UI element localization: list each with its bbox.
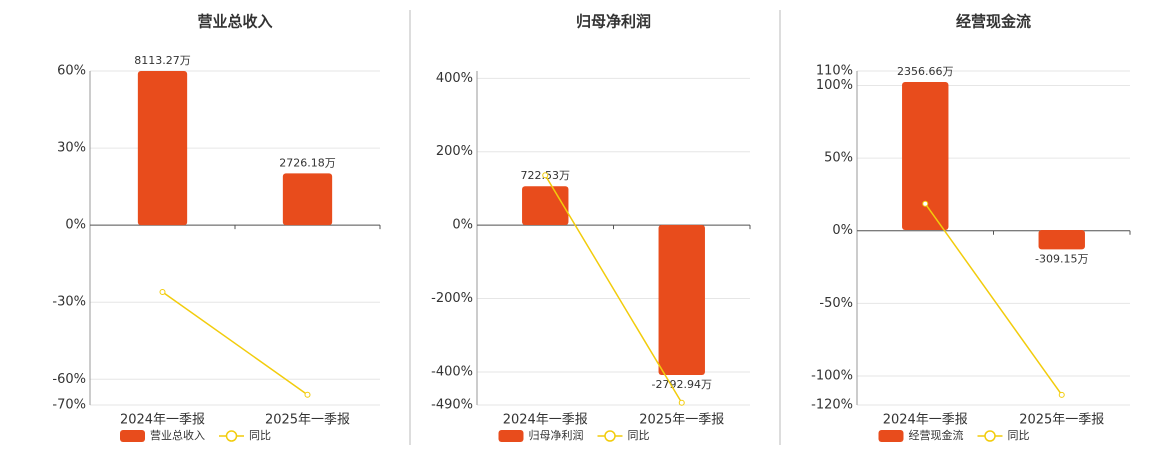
line bbox=[544, 174, 683, 404]
y-tick-label: 0% bbox=[832, 223, 853, 238]
chart-title: 营业总收入 bbox=[197, 13, 272, 31]
y-tick-label: -490% bbox=[431, 398, 473, 413]
x-tick-label: 2024年一季报 bbox=[883, 413, 968, 428]
line bbox=[162, 291, 308, 396]
x-tick-label: 2025年一季报 bbox=[639, 413, 724, 428]
line bbox=[924, 203, 1063, 396]
y-tick-label: 100% bbox=[816, 78, 853, 93]
line-point bbox=[542, 172, 549, 179]
x-tick-label: 2025年一季报 bbox=[265, 413, 350, 428]
y-tick-label: 200% bbox=[436, 144, 473, 159]
bar bbox=[137, 71, 188, 226]
y-tick-label: 50% bbox=[824, 151, 853, 166]
line-point bbox=[304, 391, 311, 398]
y-tick-label: -30% bbox=[52, 295, 86, 310]
y-tick-label: 60% bbox=[57, 64, 86, 79]
bar bbox=[282, 173, 333, 226]
y-tick-label: -70% bbox=[52, 398, 86, 413]
chart-title: 归母净利润 bbox=[576, 13, 651, 31]
value-label: 2726.18万 bbox=[279, 156, 336, 169]
x-tick-label: 2025年一季报 bbox=[1019, 413, 1104, 428]
legend-label: 同比 bbox=[628, 429, 650, 442]
legend-swatch bbox=[984, 430, 996, 442]
legend-swatch bbox=[498, 430, 524, 442]
y-tick-label: -200% bbox=[431, 291, 473, 306]
value-label: -2792.94万 bbox=[652, 378, 712, 391]
value-label: 2356.66万 bbox=[897, 65, 954, 78]
bar bbox=[902, 82, 949, 230]
legend-swatch bbox=[604, 430, 616, 442]
legend-label: 同比 bbox=[249, 429, 271, 442]
value-label: -309.15万 bbox=[1035, 252, 1088, 265]
bar bbox=[658, 225, 705, 376]
y-tick-label: 30% bbox=[57, 141, 86, 156]
legend-swatch bbox=[120, 430, 145, 442]
y-tick-label: -60% bbox=[52, 372, 86, 387]
legend-label: 归母净利润 bbox=[529, 428, 584, 442]
chart-title: 经营现金流 bbox=[956, 13, 1031, 31]
value-label: 8113.27万 bbox=[134, 54, 191, 67]
y-tick-label: 0% bbox=[452, 218, 473, 233]
y-tick-label: -400% bbox=[431, 364, 473, 379]
legend-label: 同比 bbox=[1008, 429, 1030, 442]
x-tick-label: 2024年一季报 bbox=[120, 413, 205, 428]
line-point bbox=[1058, 391, 1065, 398]
legend-swatch bbox=[225, 430, 238, 442]
line-point bbox=[159, 288, 166, 295]
x-tick-label: 2024年一季报 bbox=[503, 413, 588, 428]
y-tick-label: 110% bbox=[816, 64, 853, 79]
legend-label: 经营现金流 bbox=[909, 428, 964, 442]
y-tick-label: 400% bbox=[436, 71, 473, 86]
y-tick-label: -120% bbox=[811, 398, 853, 413]
legend-swatch bbox=[878, 430, 904, 442]
bar bbox=[522, 186, 569, 226]
y-tick-label: 0% bbox=[65, 218, 86, 233]
line-point bbox=[678, 399, 685, 406]
y-tick-label: -100% bbox=[811, 368, 853, 383]
line-point bbox=[922, 200, 929, 207]
legend-label: 营业总收入 bbox=[150, 428, 205, 442]
bar bbox=[1038, 229, 1085, 250]
y-tick-label: -50% bbox=[819, 296, 853, 311]
